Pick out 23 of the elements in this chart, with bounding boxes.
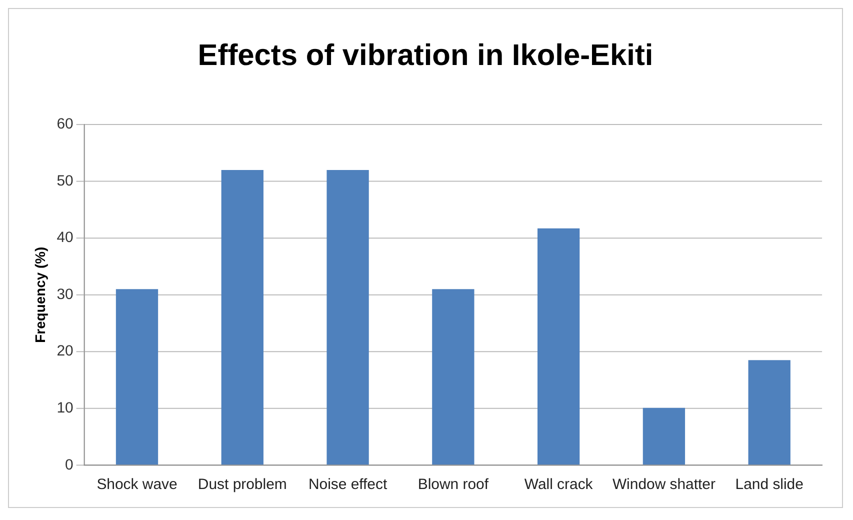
bar xyxy=(642,408,686,465)
x-tick-label: Dust problem xyxy=(198,476,287,494)
x-tick-label: Land slide xyxy=(735,476,804,494)
y-tick-label: 40 xyxy=(56,229,74,246)
x-tick-label: Shock wave xyxy=(96,476,178,494)
x-tick-label: Window shatter xyxy=(612,476,716,494)
bar xyxy=(537,228,580,465)
bar xyxy=(116,289,158,465)
x-tick-label: Blown roof xyxy=(418,476,490,494)
bar xyxy=(326,170,369,465)
y-tick-label: 60 xyxy=(56,116,74,133)
y-tick-label: 10 xyxy=(56,400,74,417)
y-tick-label: 20 xyxy=(56,342,74,360)
y-tick-label: 30 xyxy=(56,286,74,303)
bar xyxy=(221,170,264,465)
x-tick-label: Noise effect xyxy=(308,476,388,494)
chart-title: Effects of vibration in Ikole-Ekiti xyxy=(198,39,654,72)
y-tick-label: 50 xyxy=(56,172,74,190)
bar xyxy=(748,360,790,465)
y-axis-title: Frequency (%) xyxy=(32,246,48,343)
x-tick-label: Wall crack xyxy=(524,476,594,494)
y-tick-label: 0 xyxy=(65,456,74,474)
bar xyxy=(432,289,474,465)
